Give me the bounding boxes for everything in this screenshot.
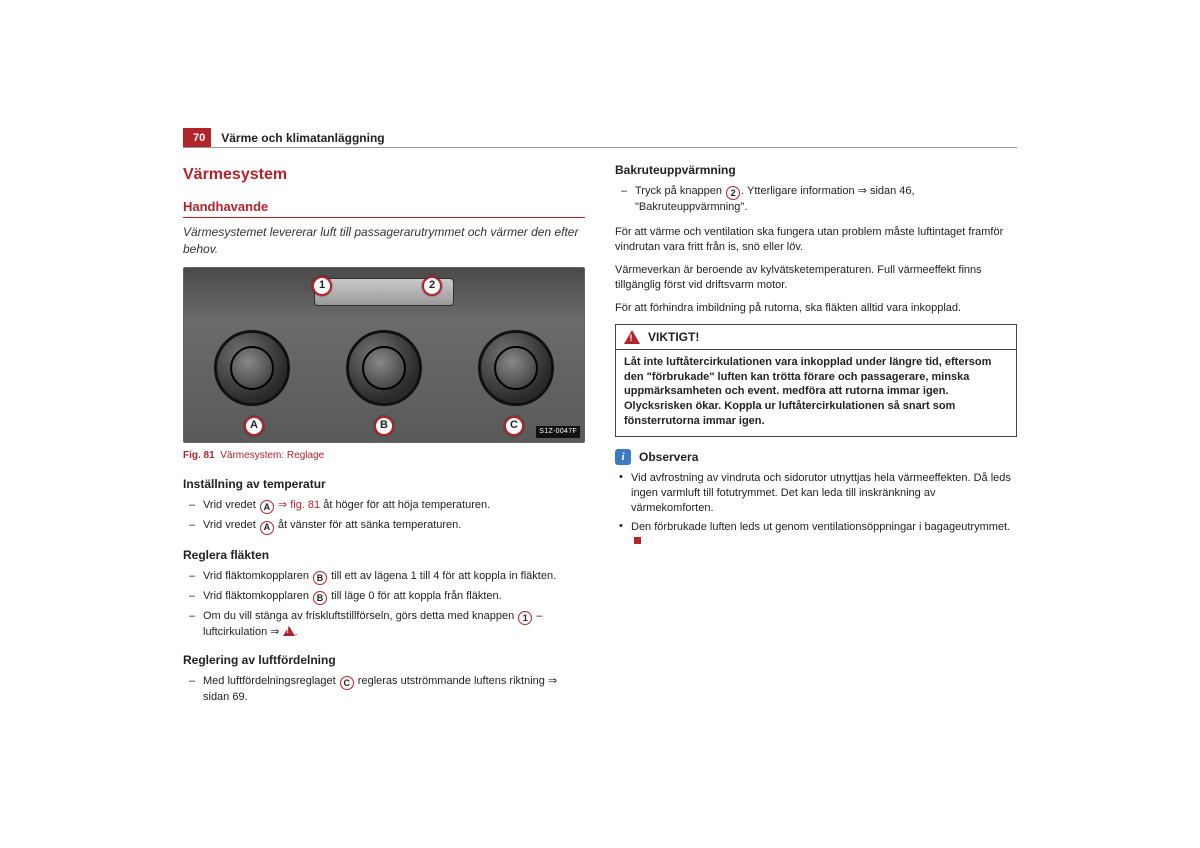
text: till läge 0 för att koppla från fläkten. (328, 590, 502, 602)
list-item: Vrid vredet A ⇒ fig. 81 åt höger för att… (183, 496, 585, 516)
ref-c-icon: C (340, 676, 354, 690)
ref-2-icon: 2 (726, 186, 740, 200)
list-item: Vrid fläktomkopplaren B till ett av läge… (183, 567, 585, 587)
subsection-heading: Handhavande (183, 198, 585, 219)
figure-caption-prefix: Fig. 81 (183, 450, 215, 461)
page-title: Värme och klimatanläggning (211, 128, 384, 147)
note-header: i Observera (615, 449, 1017, 465)
knob-air-distribution (478, 330, 554, 406)
text: Vrid fläktomkopplaren (203, 570, 312, 582)
list-item: Om du vill stänga av friskluftstillförse… (183, 607, 585, 642)
page-number: 70 (183, 128, 211, 147)
manual-page: 70 Värme och klimatanläggning Värmesyste… (183, 128, 1017, 715)
callout-a: A (244, 416, 264, 436)
text: åt höger för att höja temperaturen. (320, 499, 490, 511)
rear-heading: Bakruteuppvärmning (615, 162, 1017, 178)
list-item: Tryck på knappen 2. Ytterligare informat… (615, 182, 1017, 217)
list-item: Vid avfrostning av vindruta och sidoruto… (615, 469, 1017, 518)
temp-list: Vrid vredet A ⇒ fig. 81 åt höger för att… (183, 496, 585, 536)
figure-badge: S1Z-0047F (536, 426, 580, 437)
text: Vrid vredet (203, 519, 259, 531)
list-item: Med luftfördelningsreglaget C regleras u… (183, 672, 585, 707)
content-columns: Värmesystem Handhavande Värmesystemet le… (183, 162, 1017, 715)
callout-b: B (374, 416, 394, 436)
left-column: Värmesystem Handhavande Värmesystemet le… (183, 162, 585, 715)
right-column: Bakruteuppvärmning Tryck på knappen 2. Y… (615, 162, 1017, 715)
warning-header: VIKTIGT! (616, 325, 1016, 350)
arrow-ref: ⇒ (275, 499, 290, 511)
warning-title: VIKTIGT! (648, 329, 699, 345)
warning-triangle-icon (283, 626, 295, 636)
list-item: Vrid fläktomkopplaren B till läge 0 för … (183, 587, 585, 607)
text: Med luftfördelningsreglaget (203, 675, 339, 687)
warning-triangle-icon (624, 330, 640, 344)
info-icon: i (615, 449, 631, 465)
list-item: Vrid vredet A åt vänster för att sänka t… (183, 516, 585, 536)
note-title: Observera (639, 449, 698, 465)
list-item: Den förbrukade luften leds ut genom vent… (615, 518, 1017, 552)
figure-caption-text: Värmesystem: Reglage (220, 450, 324, 461)
text: Tryck på knappen (635, 185, 725, 197)
ref-a-icon: A (260, 500, 274, 514)
text: Vrid vredet (203, 499, 259, 511)
lead-paragraph: Värmesystemet levererar luft till passag… (183, 224, 585, 256)
body-paragraph: För att värme och ventilation ska funger… (615, 225, 1017, 255)
text: Om du vill stänga av friskluftstillförse… (203, 610, 517, 622)
text: . (295, 626, 298, 638)
air-heading: Reglering av luftfördelning (183, 652, 585, 668)
knob-temperature (214, 330, 290, 406)
text: Vrid fläktomkopplaren (203, 590, 312, 602)
rear-list: Tryck på knappen 2. Ytterligare informat… (615, 182, 1017, 217)
figure-caption: Fig. 81 Värmesystem: Reglage (183, 449, 585, 463)
air-list: Med luftfördelningsreglaget C regleras u… (183, 672, 585, 707)
ref-1-icon: 1 (518, 611, 532, 625)
ref-a-icon: A (260, 521, 274, 535)
warning-box: VIKTIGT! Låt inte luftåtercirkulationen … (615, 324, 1017, 437)
figure-heating-controls: 1 2 A B C S1Z-0047F (183, 267, 585, 443)
callout-c: C (504, 416, 524, 436)
fig-ref-link[interactable]: fig. 81 (290, 499, 320, 511)
text: Den förbrukade luften leds ut genom vent… (631, 521, 1010, 533)
text: åt vänster för att sänka temperaturen. (275, 519, 461, 531)
section-heading: Värmesystem (183, 164, 585, 186)
fan-heading: Reglera fläkten (183, 547, 585, 563)
knob-fan (346, 330, 422, 406)
body-paragraph: För att förhindra imbildning på rutorna,… (615, 301, 1017, 316)
callout-2: 2 (422, 276, 442, 296)
temp-heading: Inställning av temperatur (183, 476, 585, 492)
fan-list: Vrid fläktomkopplaren B till ett av läge… (183, 567, 585, 642)
end-square-icon (634, 537, 641, 544)
text: till ett av lägena 1 till 4 för att kopp… (328, 570, 556, 582)
page-header: 70 Värme och klimatanläggning (183, 128, 1017, 148)
callout-1: 1 (312, 276, 332, 296)
ref-b-icon: B (313, 571, 327, 585)
note-list: Vid avfrostning av vindruta och sidoruto… (615, 469, 1017, 551)
ref-b-icon: B (313, 591, 327, 605)
body-paragraph: Värmeverkan är beroende av kylvätsketemp… (615, 263, 1017, 293)
warning-body: Låt inte luftåtercirkulationen vara inko… (616, 350, 1016, 436)
